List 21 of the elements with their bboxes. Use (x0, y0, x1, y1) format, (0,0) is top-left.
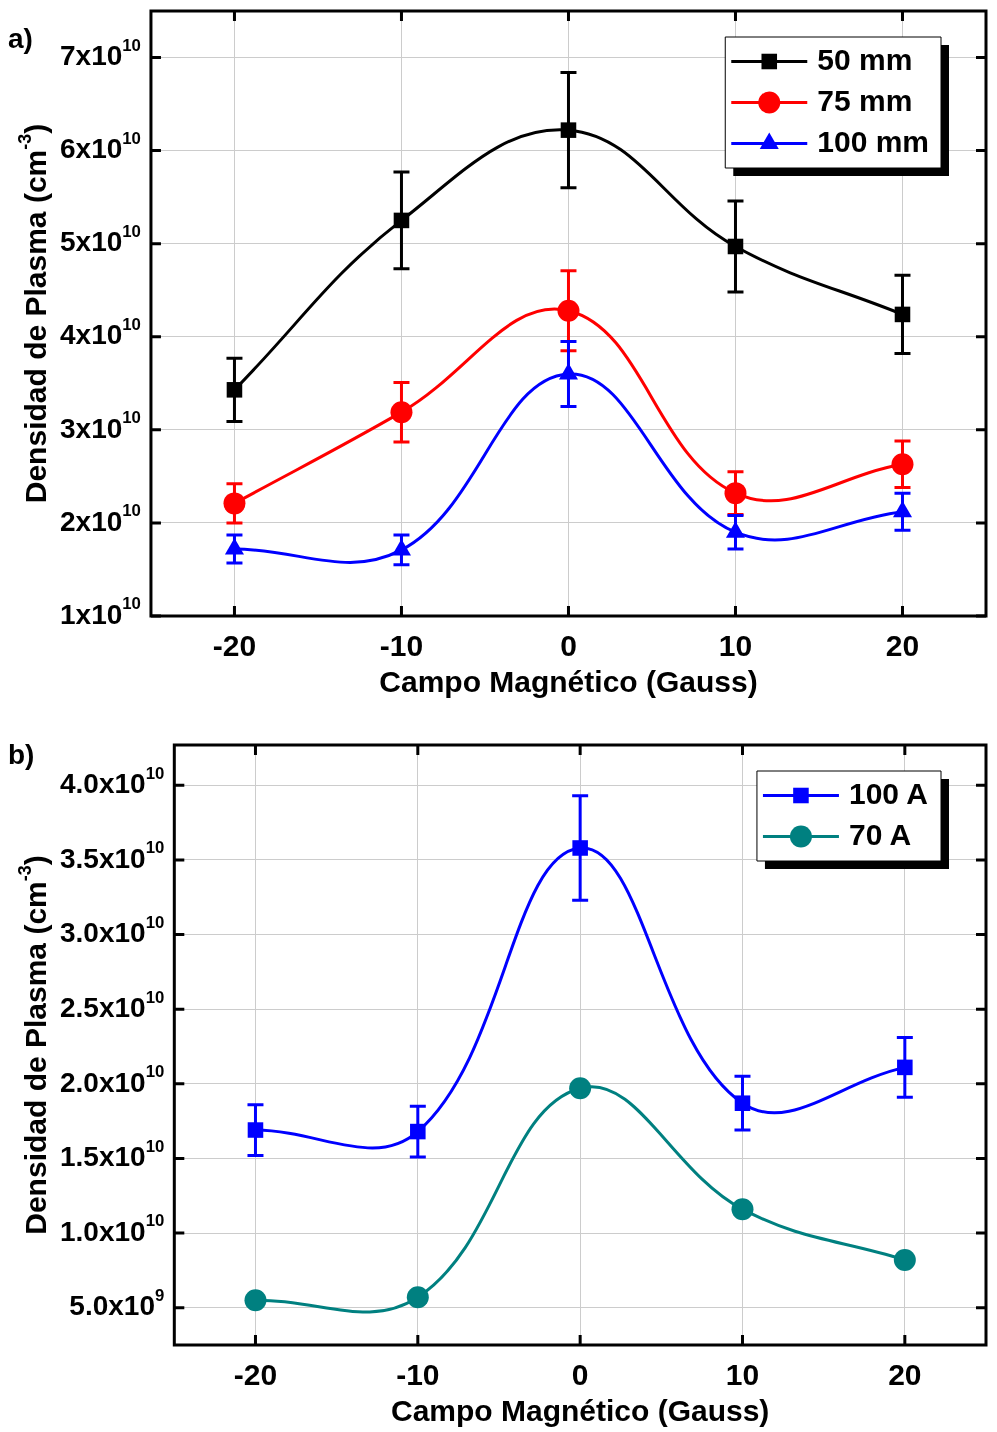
y-axis-title: Densidad de Plasma (cm-3) (14, 123, 53, 504)
y-axis-title: Densidad de Plasma (cm-3) (14, 855, 53, 1235)
x-tick-label: -20 (212, 629, 257, 663)
x-axis-title: Campo Magnético (Gauss) (379, 665, 758, 699)
x-tick-label: 0 (571, 1358, 589, 1392)
x-tick-label: 10 (725, 1358, 760, 1392)
x-tick-label: -20 (233, 1358, 278, 1392)
text: a) (8, 22, 33, 54)
x-tick-label: 20 (888, 1358, 922, 1392)
text: b) (8, 738, 35, 770)
x-tick-label: 20 (885, 629, 920, 663)
x-tick-label: -10 (379, 629, 424, 663)
x-tick-label: 10 (718, 629, 753, 663)
legend-label: 75 mm (817, 83, 913, 117)
x-tick-label: 0 (560, 629, 577, 663)
legend-label: 100 A (848, 776, 928, 810)
x-axis-title: Campo Magnético (Gauss) (390, 1394, 770, 1428)
legend-label: 70 A (848, 817, 912, 851)
x-tick-label: -10 (396, 1358, 440, 1392)
legend-label: 100 mm (817, 124, 930, 158)
legend-label: 50 mm (817, 42, 913, 76)
